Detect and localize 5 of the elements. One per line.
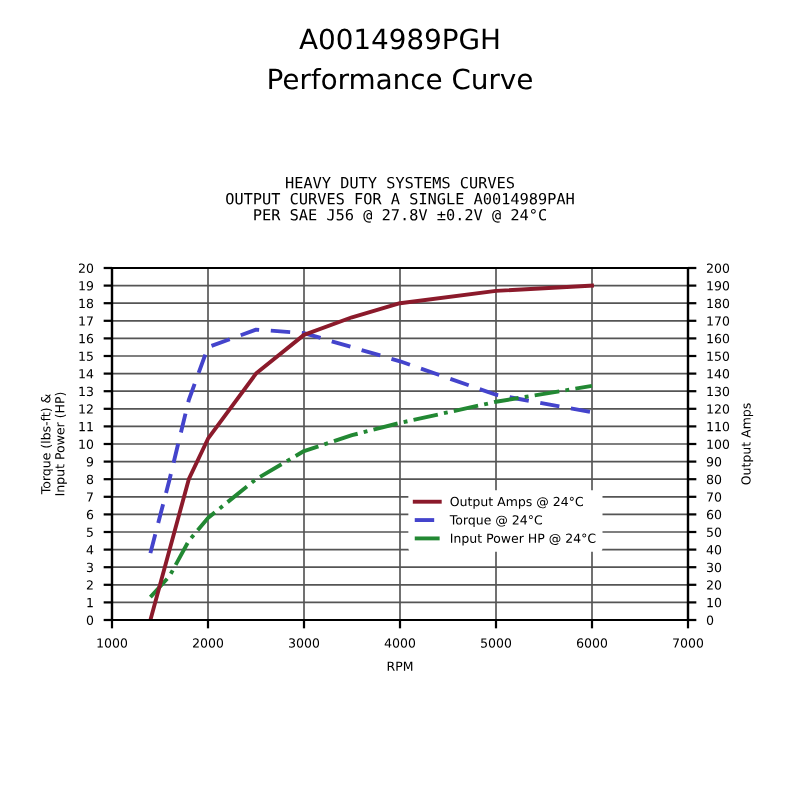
- chart-subtitle: Performance Curve: [269, 68, 532, 90]
- line-series: [148, 283, 594, 620]
- chart-title: A0014989PGH: [299, 28, 499, 50]
- line-series: [148, 327, 594, 556]
- line-series: [148, 383, 594, 600]
